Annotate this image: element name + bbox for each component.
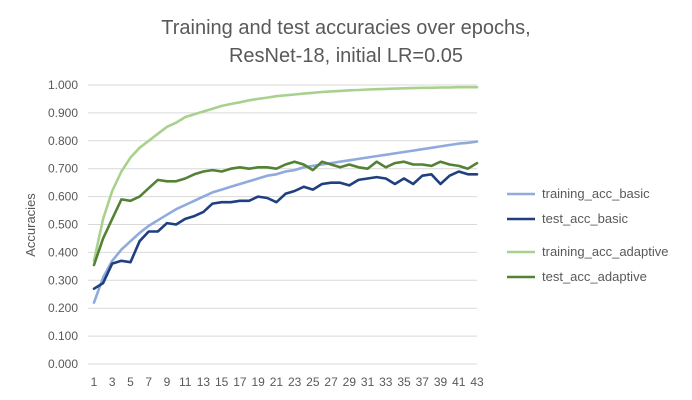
legend-label: training_acc_adaptive — [542, 244, 668, 259]
y-tick-labels: 0.000 0.100 0.200 0.300 0.400 0.500 0.600 0.700… — [48, 78, 78, 371]
x-tick-label: 23 — [288, 375, 302, 389]
x-tick-label: 9 — [164, 375, 171, 389]
y-tick-label: 0.400 — [48, 245, 78, 259]
x-tick-label: 3 — [109, 375, 116, 389]
x-tick-label: 41 — [452, 375, 466, 389]
y-tick-label: 0.500 — [48, 218, 78, 232]
x-tick-label: 39 — [434, 375, 448, 389]
x-tick-label: 19 — [251, 375, 265, 389]
y-tick-label: 0.700 — [48, 162, 78, 176]
chart-title-line-2: ResNet-18, initial LR=0.05 — [229, 45, 463, 67]
gridlines — [88, 84, 477, 365]
x-tick-labels: 1 3 5 7 9 11 13 15 17 19 21 23 25 27 29 31 33 35 37 39 41 43 — [91, 375, 484, 389]
x-tick-label: 31 — [361, 375, 375, 389]
y-tick-label: 0.100 — [48, 329, 78, 343]
x-tick-label: 21 — [270, 375, 284, 389]
series-line-1 — [92, 170, 479, 291]
series-line-0 — [92, 140, 479, 304]
legend: training_acc_basic test_acc_basic training… — [507, 186, 668, 284]
x-tick-label: 5 — [127, 375, 134, 389]
y-tick-label: 0.900 — [48, 106, 78, 120]
x-tick-label: 25 — [306, 375, 320, 389]
x-tick-label: 17 — [233, 375, 247, 389]
x-tick-label: 37 — [416, 375, 430, 389]
x-tick-label: 13 — [197, 375, 211, 389]
x-tick-label: 43 — [470, 375, 484, 389]
legend-label: training_acc_basic — [542, 186, 650, 201]
legend-label: test_acc_basic — [542, 211, 628, 226]
series-line-2 — [92, 85, 479, 263]
x-tick-label: 29 — [343, 375, 357, 389]
x-tick-label: 27 — [324, 375, 338, 389]
y-tick-label: 0.600 — [48, 190, 78, 204]
series-line-3 — [92, 160, 479, 267]
series-lines — [92, 85, 479, 304]
x-tick-label: 1 — [91, 375, 98, 389]
y-tick-label: 0.000 — [48, 357, 78, 371]
x-tick-label: 15 — [215, 375, 229, 389]
y-axis-label: Accuracies — [23, 193, 38, 257]
x-tick-label: 11 — [179, 375, 192, 389]
x-tick-label: 33 — [379, 375, 393, 389]
x-tick-label: 7 — [145, 375, 152, 389]
legend-label: test_acc_adaptive — [542, 269, 647, 284]
y-tick-label: 0.200 — [48, 301, 78, 315]
y-tick-label: 0.800 — [48, 134, 78, 148]
chart-title-line-1: Training and test accuracies over epochs… — [161, 17, 530, 39]
y-tick-label: 0.300 — [48, 273, 78, 287]
y-tick-label: 1.000 — [48, 78, 78, 92]
x-tick-label: 35 — [397, 375, 411, 389]
